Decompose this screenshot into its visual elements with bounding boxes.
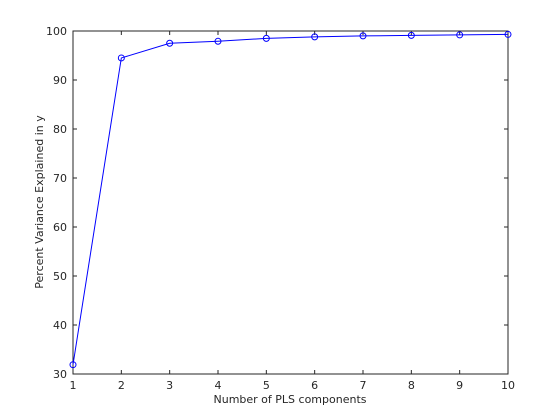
- y-tick-label: 100: [46, 25, 67, 38]
- data-point-marker: [117, 54, 125, 62]
- y-tick-label: 60: [53, 221, 67, 234]
- x-tick-label: 1: [70, 379, 77, 392]
- y-axis-label: Percent Variance Explained in y: [33, 115, 46, 289]
- data-point-marker: [456, 31, 464, 39]
- y-tick-label: 30: [53, 368, 67, 381]
- data-point-marker: [69, 361, 77, 369]
- x-tick-label: 4: [215, 379, 222, 392]
- x-tick-label: 8: [408, 379, 415, 392]
- x-tick-label: 6: [311, 379, 318, 392]
- series-layer: [69, 30, 512, 369]
- y-tick-label: 70: [53, 172, 67, 185]
- x-tick-label: 10: [501, 379, 515, 392]
- x-axis-label: Number of PLS components: [214, 393, 367, 406]
- plot-area: [72, 30, 509, 375]
- x-axis-ticks: 1 2 3 4 5 6 7 8 9 10: [70, 31, 515, 392]
- data-point-marker: [407, 31, 415, 39]
- data-point-marker: [359, 32, 367, 40]
- y-tick-label: 50: [53, 270, 67, 283]
- y-tick-label: 80: [53, 123, 67, 136]
- x-tick-label: 7: [360, 379, 367, 392]
- x-tick-label: 9: [456, 379, 463, 392]
- x-tick-label: 3: [166, 379, 173, 392]
- data-point-marker: [214, 37, 222, 45]
- y-tick-label: 90: [53, 74, 67, 87]
- y-axis-ticks: 30 40 50 60 70 80 90 100: [46, 25, 508, 381]
- data-point-marker: [311, 33, 319, 41]
- data-point-marker: [504, 30, 512, 38]
- series-line: [72, 33, 509, 365]
- x-tick-label: 2: [118, 379, 125, 392]
- data-point-marker: [166, 39, 174, 47]
- data-point-marker: [262, 34, 270, 42]
- y-tick-label: 40: [53, 319, 67, 332]
- x-tick-label: 5: [263, 379, 270, 392]
